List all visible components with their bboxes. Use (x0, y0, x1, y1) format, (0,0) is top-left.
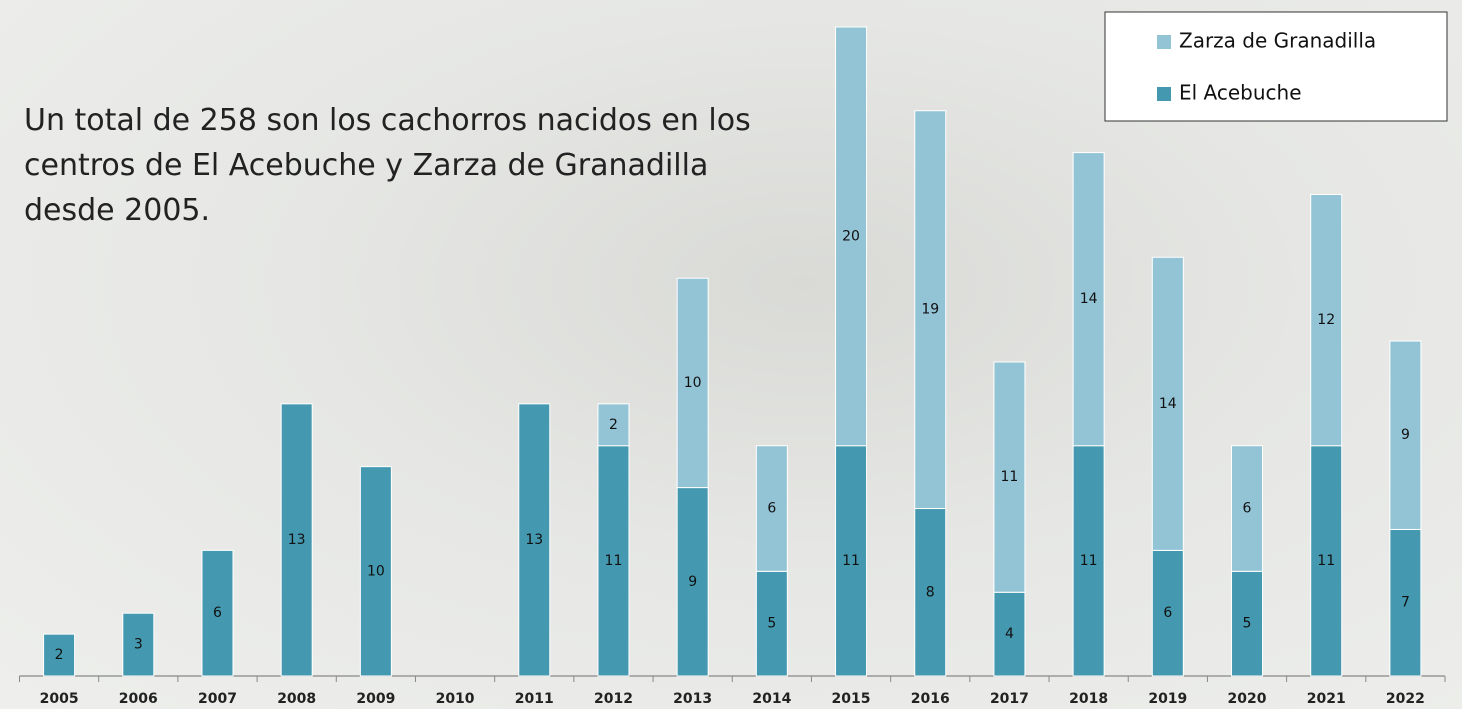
x-tick-label: 2011 (515, 691, 554, 707)
x-tick-label: 2020 (1228, 691, 1267, 707)
x-tick-label: 2022 (1386, 691, 1425, 707)
data-label: 8 (926, 584, 935, 600)
data-label: 6 (213, 605, 222, 621)
x-tick-label: 2005 (40, 691, 79, 707)
page: Un total de 258 son los cachorros nacido… (0, 0, 1462, 709)
data-label: 5 (767, 616, 776, 632)
data-label: 9 (1401, 427, 1410, 443)
x-tick-label: 2017 (990, 691, 1029, 707)
legend-label: El Acebuche (1179, 81, 1302, 105)
x-tick-label: 2007 (198, 691, 237, 707)
data-label: 2 (609, 417, 618, 433)
x-tick-label: 2021 (1307, 691, 1346, 707)
data-label: 2 (55, 647, 64, 663)
data-label: 11 (1080, 553, 1098, 569)
data-label: 10 (367, 563, 385, 579)
data-label: 6 (767, 501, 776, 517)
legend-label: Zarza de Granadilla (1179, 29, 1376, 53)
data-label: 19 (921, 302, 939, 318)
data-label: 11 (842, 553, 860, 569)
x-tick-label: 2009 (356, 691, 395, 707)
data-label: 11 (1001, 469, 1019, 485)
data-label: 7 (1401, 595, 1410, 611)
x-tick-label: 2008 (277, 691, 316, 707)
data-label: 11 (605, 553, 623, 569)
data-label: 5 (1243, 616, 1252, 632)
legend-swatch (1157, 87, 1171, 101)
data-label: 3 (134, 637, 143, 653)
data-label: 11 (1317, 553, 1335, 569)
x-tick-label: 2013 (673, 691, 712, 707)
x-tick-label: 2010 (436, 691, 475, 707)
data-label: 14 (1080, 291, 1098, 307)
data-label: 13 (525, 532, 543, 548)
x-tick-label: 2018 (1069, 691, 1108, 707)
x-tick-label: 2019 (1148, 691, 1187, 707)
data-label: 13 (288, 532, 306, 548)
data-label: 9 (688, 574, 697, 590)
data-label: 6 (1243, 501, 1252, 517)
x-tick-label: 2014 (752, 691, 791, 707)
x-tick-label: 2006 (119, 691, 158, 707)
data-label: 20 (842, 228, 860, 244)
data-label: 6 (1163, 605, 1172, 621)
data-label: 4 (1005, 626, 1014, 642)
data-label: 10 (684, 375, 702, 391)
data-label: 12 (1317, 312, 1335, 328)
x-tick-label: 2016 (911, 691, 950, 707)
x-tick-label: 2012 (594, 691, 633, 707)
x-tick-label: 2015 (832, 691, 871, 707)
legend-swatch (1157, 35, 1171, 49)
data-label: 14 (1159, 396, 1177, 412)
chart: 2005220063200762008132009102010201113201… (0, 0, 1462, 709)
